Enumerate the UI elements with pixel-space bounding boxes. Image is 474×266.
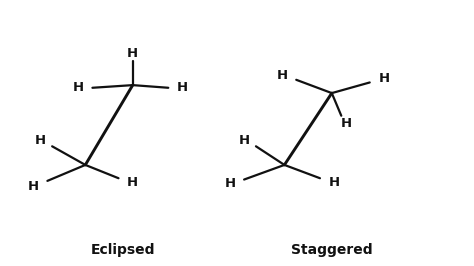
Text: H: H <box>378 72 390 85</box>
Text: Eclipsed: Eclipsed <box>91 243 155 257</box>
Text: H: H <box>340 117 352 130</box>
Text: H: H <box>27 180 39 193</box>
Text: H: H <box>73 81 84 94</box>
Text: H: H <box>35 135 46 147</box>
Text: Staggered: Staggered <box>291 243 373 257</box>
Text: H: H <box>127 47 138 60</box>
Text: H: H <box>127 176 138 189</box>
Text: H: H <box>224 177 236 190</box>
Text: H: H <box>238 135 250 147</box>
Text: H: H <box>177 81 188 94</box>
Text: H: H <box>328 176 340 189</box>
Text: H: H <box>276 69 288 82</box>
